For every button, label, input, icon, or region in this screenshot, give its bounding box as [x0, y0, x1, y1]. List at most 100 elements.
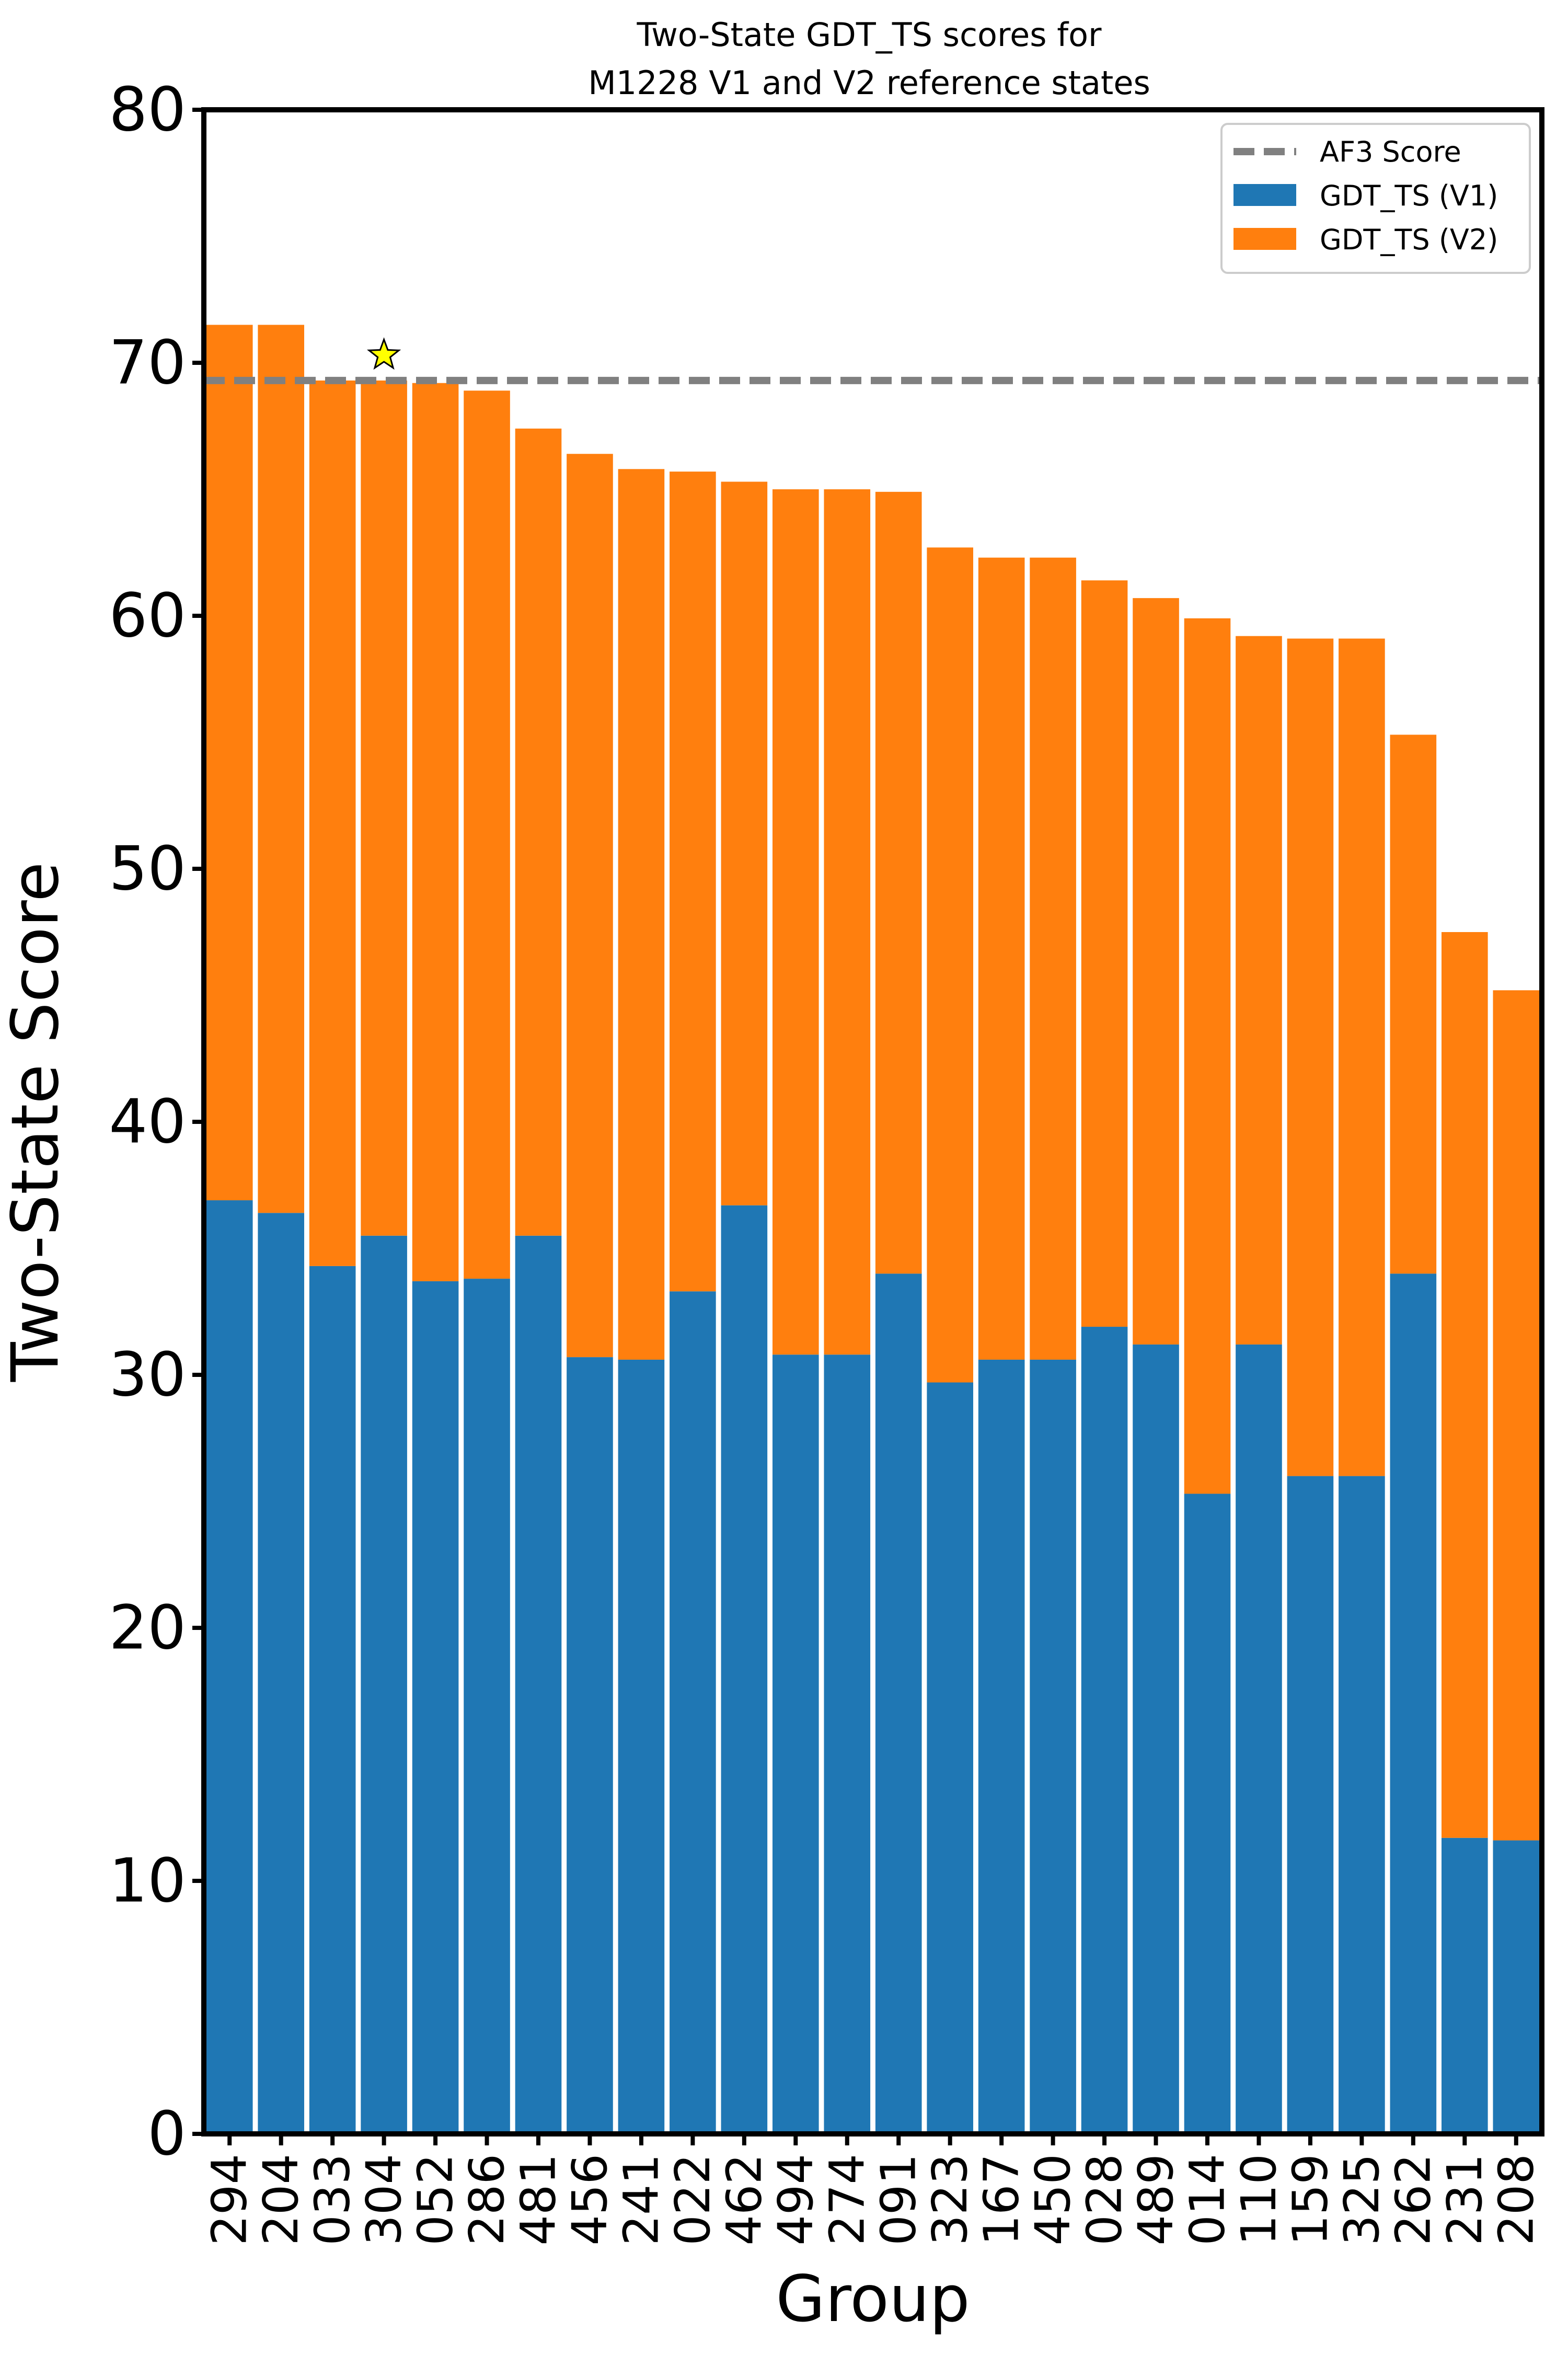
x-tick-label-450: 450	[1025, 2154, 1081, 2246]
bar-489-v1	[1133, 1344, 1179, 2134]
marker-group	[366, 337, 401, 370]
bar-489-v2	[1133, 598, 1179, 1345]
x-tick-label-014: 014	[1180, 2154, 1236, 2246]
y-tick-label: 70	[109, 328, 186, 398]
chart-title: Two-State GDT_TS scores for M1228 V1 and…	[588, 16, 1150, 102]
bar-274-v1	[824, 1354, 871, 2134]
bar-481-v1	[515, 1235, 562, 2134]
bar-231-v1	[1442, 1837, 1488, 2134]
x-tick-label-110: 110	[1231, 2154, 1287, 2246]
x-tick-label-022: 022	[665, 2154, 721, 2246]
bar-033-v1	[309, 1266, 356, 2134]
bar-294-v2	[206, 325, 253, 1201]
x-axis-label: Group	[776, 2262, 970, 2336]
legend-swatch-v1	[1233, 184, 1296, 206]
x-tick-label-489: 489	[1128, 2154, 1184, 2246]
x-tick-label-241: 241	[613, 2154, 669, 2246]
bar-481-v2	[515, 428, 562, 1236]
bar-286-v1	[464, 1279, 510, 2134]
x-tick-label-323: 323	[922, 2154, 978, 2246]
x-tick-label-274: 274	[819, 2154, 875, 2246]
bar-091-v1	[875, 1273, 922, 2134]
bar-204-v1	[258, 1213, 304, 2134]
bars	[206, 325, 1540, 2134]
bar-304-v2	[361, 380, 407, 1236]
bar-028-v2	[1081, 580, 1128, 1327]
y-axis-label: Two-State Score	[0, 862, 73, 1382]
y-tick-label: 50	[109, 834, 186, 904]
legend: AF3 Score GDT_TS (V1) GDT_TS (V2)	[1220, 123, 1531, 274]
bar-456-v2	[567, 454, 613, 1358]
bar-022-v2	[670, 472, 716, 1292]
chart-title-line-1: Two-State GDT_TS scores for	[636, 16, 1102, 54]
bar-286-v2	[464, 390, 510, 1279]
x-tick-label-494: 494	[768, 2154, 824, 2246]
bar-033-v2	[309, 380, 356, 1266]
y-tick-label: 80	[109, 75, 186, 145]
chart-title-line-2: M1228 V1 and V2 reference states	[588, 64, 1150, 102]
bar-304-v1	[361, 1235, 407, 2134]
legend-label-v1: GDT_TS (V1)	[1320, 179, 1498, 212]
legend-label-af3: AF3 Score	[1320, 135, 1461, 168]
legend-box	[1220, 123, 1531, 274]
x-tick-label-028: 028	[1077, 2154, 1133, 2246]
bar-159-v2	[1287, 638, 1334, 1476]
x-tick-label-208: 208	[1488, 2154, 1544, 2246]
x-tick-label-304: 304	[356, 2154, 412, 2246]
bar-022-v1	[670, 1291, 716, 2134]
y-tick-label: 0	[147, 2099, 186, 2169]
bar-204-v2	[258, 325, 304, 1213]
x-tick-label-204: 204	[253, 2154, 309, 2246]
x-tick-label-294: 294	[202, 2154, 258, 2246]
bar-167-v1	[978, 1359, 1025, 2134]
bar-325-v1	[1339, 1476, 1385, 2134]
bar-262-v1	[1390, 1273, 1437, 2134]
legend-swatch-v2	[1233, 228, 1296, 250]
bar-462-v2	[721, 481, 768, 1205]
bar-091-v2	[875, 491, 922, 1274]
bar-110-v1	[1236, 1344, 1282, 2134]
x-tick-label-159: 159	[1282, 2154, 1338, 2246]
bar-294-v1	[206, 1200, 253, 2134]
y-tick-label: 30	[109, 1340, 186, 1410]
bar-323-v2	[927, 547, 973, 1383]
x-tick-label-286: 286	[459, 2154, 515, 2246]
x-tick-label-091: 091	[871, 2154, 927, 2246]
x-tick-label-462: 462	[716, 2154, 772, 2246]
x-axis-ticks: 2942040333040522864814562410224624942740…	[202, 2134, 1544, 2246]
bar-241-v1	[618, 1359, 665, 2134]
x-tick-label-262: 262	[1385, 2154, 1441, 2246]
x-tick-label-325: 325	[1334, 2154, 1390, 2246]
bar-494-v1	[773, 1354, 819, 2134]
bar-462-v1	[721, 1205, 768, 2134]
y-tick-label: 20	[109, 1593, 186, 1663]
x-tick-label-481: 481	[511, 2154, 567, 2246]
x-tick-label-052: 052	[408, 2154, 464, 2246]
bar-450-v1	[1030, 1359, 1076, 2134]
bar-231-v2	[1442, 932, 1488, 1838]
y-tick-label: 10	[109, 1846, 186, 1916]
bar-052-v2	[412, 383, 459, 1281]
legend-label-v2: GDT_TS (V2)	[1320, 223, 1498, 256]
bar-052-v1	[412, 1281, 459, 2134]
bar-110-v2	[1236, 636, 1282, 1345]
bar-167-v2	[978, 557, 1025, 1360]
bar-241-v2	[618, 469, 665, 1360]
bar-325-v2	[1339, 638, 1385, 1476]
bar-028-v1	[1081, 1327, 1128, 2134]
bar-159-v1	[1287, 1476, 1334, 2134]
x-tick-label-456: 456	[562, 2154, 618, 2246]
bar-208-v1	[1493, 1840, 1540, 2134]
bar-323-v1	[927, 1382, 973, 2134]
y-tick-label: 40	[109, 1087, 186, 1157]
x-tick-label-231: 231	[1437, 2154, 1493, 2246]
bar-456-v1	[567, 1357, 613, 2134]
bar-208-v2	[1493, 990, 1540, 1841]
y-tick-label: 60	[109, 581, 186, 651]
y-axis-ticks: 0 10 20 30 40 50 60 70 80	[109, 75, 204, 2169]
bar-450-v2	[1030, 557, 1076, 1360]
bar-494-v2	[773, 489, 819, 1355]
x-tick-label-167: 167	[974, 2154, 1030, 2246]
